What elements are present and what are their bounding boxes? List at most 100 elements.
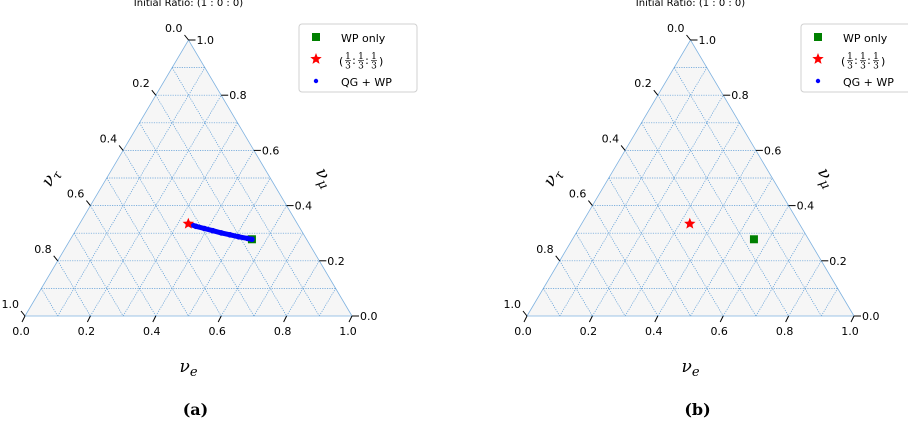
series-square: [749, 235, 758, 244]
left-tick-label: 0.8: [536, 243, 554, 256]
legend-fraction-label: (13:13:13): [339, 52, 383, 72]
panel-label: (a): [183, 400, 209, 419]
data-point-dot: [218, 230, 225, 236]
bottom-axis-label-main: ν: [179, 357, 189, 377]
legend-label: QG + WP: [341, 76, 392, 89]
legend-paren: ): [379, 55, 383, 68]
legend-paren: (: [841, 55, 845, 68]
ternary-panel: Initial Ratio: (1 : 0 : 0) 0.0 0.0 0.0 0.2 0.…: [504, 0, 908, 419]
left-tick: [184, 34, 189, 41]
chart-title: Initial Ratio: (1 : 0 : 0): [636, 0, 746, 9]
grid-line: [57, 67, 206, 317]
legend-box: [298, 23, 418, 93]
bottom-tick: [588, 315, 593, 323]
bottom-tick: [283, 315, 288, 323]
bottom-tick-label: 0.2: [580, 325, 598, 338]
left-tick-label: 0.6: [67, 188, 85, 201]
grid-line: [690, 177, 773, 317]
legend-label: WP only: [843, 32, 888, 45]
grid-line: [788, 260, 822, 317]
bottom-tick: [719, 315, 724, 323]
data-point-dot: [210, 227, 216, 234]
bottom-tick: [785, 315, 790, 323]
fraction-denominator: 3: [873, 62, 879, 72]
right-tick-label: 0.8: [731, 89, 749, 102]
legend-marker-square: [312, 33, 320, 41]
right-tick-label: 0.4: [295, 200, 313, 213]
data-point-star: [182, 217, 195, 229]
bottom-tick-label: 1.0: [339, 325, 357, 338]
legend-colon: :: [352, 54, 356, 67]
left-tick: [86, 200, 91, 206]
right-axis-label: νμ: [309, 164, 338, 192]
grid-line: [122, 150, 222, 317]
right-tick-label: 0.8: [229, 89, 247, 102]
bottom-tick-label: 1.0: [841, 325, 859, 338]
data-point-dot: [244, 235, 251, 242]
left-tick-label: 0.0: [165, 22, 183, 35]
bottom-tick: [86, 315, 91, 323]
legend-colon: :: [365, 54, 369, 67]
grid-line: [543, 288, 561, 317]
bottom-tick-label: 0.0: [12, 325, 30, 338]
fraction-denominator: 3: [860, 62, 866, 72]
left-tick: [588, 200, 593, 206]
bottom-tick-label: 0.0: [514, 325, 532, 338]
ternary-panel: Initial Ratio: (1 : 0 : 0) 0.0 0.0 0.0 0.2 0.…: [2, 0, 418, 419]
left-tick: [686, 34, 691, 41]
bottom-tick-label: 0.8: [274, 325, 292, 338]
bottom-tick-label: 0.6: [710, 325, 728, 338]
grid-line: [673, 67, 822, 317]
left-tick: [620, 145, 626, 151]
legend-paren: (: [339, 55, 343, 68]
left-tick-label: 0.6: [569, 188, 587, 201]
bottom-tick: [152, 315, 157, 323]
legend-marker-dot: [313, 78, 319, 84]
bottom-axis-label-sub: e: [692, 365, 700, 380]
left-axis-label: ντ: [37, 164, 66, 191]
left-tick: [151, 89, 157, 96]
bottom-tick: [21, 315, 26, 323]
bottom-axis-label: νe: [681, 357, 699, 380]
data-point-dot: [227, 232, 233, 238]
data-point-dot: [201, 225, 208, 232]
legend-label: QG + WP: [843, 76, 894, 89]
right-tick-label: 0.0: [360, 310, 378, 323]
legend-marker-star: [812, 53, 824, 64]
left-tick: [653, 89, 659, 96]
fraction-denominator: 3: [358, 62, 364, 72]
right-tick-label: 0.4: [797, 200, 815, 213]
left-tick: [522, 310, 528, 317]
right-axis-label: νμ: [811, 164, 840, 192]
grid-line: [73, 233, 124, 317]
fraction-numerator: 1: [345, 52, 351, 62]
fraction-numerator: 1: [358, 52, 364, 62]
legend-fraction-label: (13:13:13): [841, 52, 885, 72]
grid-line: [286, 260, 320, 317]
data-point-dot: [249, 236, 255, 243]
data-point-star: [684, 217, 696, 229]
fraction-numerator: 1: [860, 52, 866, 62]
grid-line: [820, 288, 838, 317]
data-point-dot: [235, 233, 242, 240]
bottom-axis-label-main: ν: [681, 357, 691, 377]
grid-line: [575, 233, 626, 317]
left-tick-label: 1.0: [2, 298, 20, 311]
right-tick-label: 0.2: [829, 255, 847, 268]
grid-line: [171, 67, 320, 317]
right-tick-label: 0.0: [862, 310, 880, 323]
bottom-tick: [217, 315, 222, 323]
left-tick-label: 0.8: [34, 243, 52, 256]
grid-line: [624, 150, 724, 317]
left-axis-label: ντ: [539, 164, 568, 191]
grid-line: [106, 177, 189, 317]
left-tick: [53, 255, 59, 262]
left-tick-label: 1.0: [504, 298, 522, 311]
bottom-tick-label: 0.2: [78, 325, 96, 338]
left-tick: [555, 255, 561, 262]
fraction-numerator: 1: [371, 52, 377, 62]
grid-line: [318, 288, 336, 317]
legend: WP only (13:13:13) QG + WP: [800, 23, 908, 93]
bottom-tick-label: 0.4: [143, 325, 161, 338]
